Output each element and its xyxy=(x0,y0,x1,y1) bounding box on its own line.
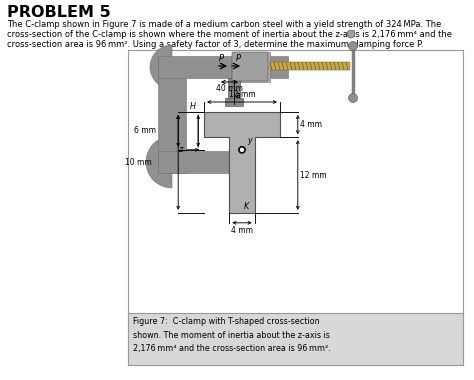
Wedge shape xyxy=(150,45,172,89)
Text: z: z xyxy=(178,145,182,154)
Text: 40 mm: 40 mm xyxy=(216,84,243,93)
Text: H: H xyxy=(190,102,196,111)
Text: 12 mm: 12 mm xyxy=(228,90,255,99)
Text: 4 mm: 4 mm xyxy=(231,226,253,235)
Text: 10 mm: 10 mm xyxy=(126,158,152,167)
Polygon shape xyxy=(204,112,280,213)
Circle shape xyxy=(348,93,357,103)
Circle shape xyxy=(348,41,357,51)
Bar xyxy=(270,62,350,70)
Text: 2,176 mm⁴ and the cross-section area is 96 mm².: 2,176 mm⁴ and the cross-section area is … xyxy=(133,344,331,353)
Bar xyxy=(128,50,463,365)
Text: a: a xyxy=(236,91,241,100)
Text: a: a xyxy=(236,91,241,100)
Text: The C-clamp shown in Figure 7 is made of a medium carbon steel with a yield stre: The C-clamp shown in Figure 7 is made of… xyxy=(7,20,441,29)
Text: cross-section area is 96 mm². Using a safety factor of 3, determine the maximum : cross-section area is 96 mm². Using a sa… xyxy=(7,40,423,49)
Text: 12 mm: 12 mm xyxy=(300,171,327,179)
FancyBboxPatch shape xyxy=(232,52,268,81)
Wedge shape xyxy=(146,136,172,188)
Bar xyxy=(158,56,288,78)
Text: shown. The moment of inertia about the z-axis is: shown. The moment of inertia about the z… xyxy=(133,331,330,340)
Bar xyxy=(158,58,186,173)
Text: P: P xyxy=(236,54,241,63)
Text: y: y xyxy=(247,136,252,145)
Text: Figure 7:  C-clamp with T-shaped cross-section: Figure 7: C-clamp with T-shaped cross-se… xyxy=(133,317,319,326)
Circle shape xyxy=(240,148,244,151)
Bar xyxy=(238,52,270,82)
Bar xyxy=(158,151,233,173)
Text: 6 mm: 6 mm xyxy=(134,127,156,135)
Circle shape xyxy=(238,146,246,153)
Text: K: K xyxy=(244,202,249,211)
Circle shape xyxy=(347,30,355,38)
Bar xyxy=(128,313,463,365)
Bar xyxy=(228,78,240,100)
Text: 4 mm: 4 mm xyxy=(300,120,322,129)
Text: cross-section of the C-clamp is shown where the moment of inertia about the z-ax: cross-section of the C-clamp is shown wh… xyxy=(7,30,452,39)
Bar xyxy=(225,98,243,106)
Text: P: P xyxy=(219,54,224,63)
Text: PROBLEM 5: PROBLEM 5 xyxy=(7,5,111,20)
